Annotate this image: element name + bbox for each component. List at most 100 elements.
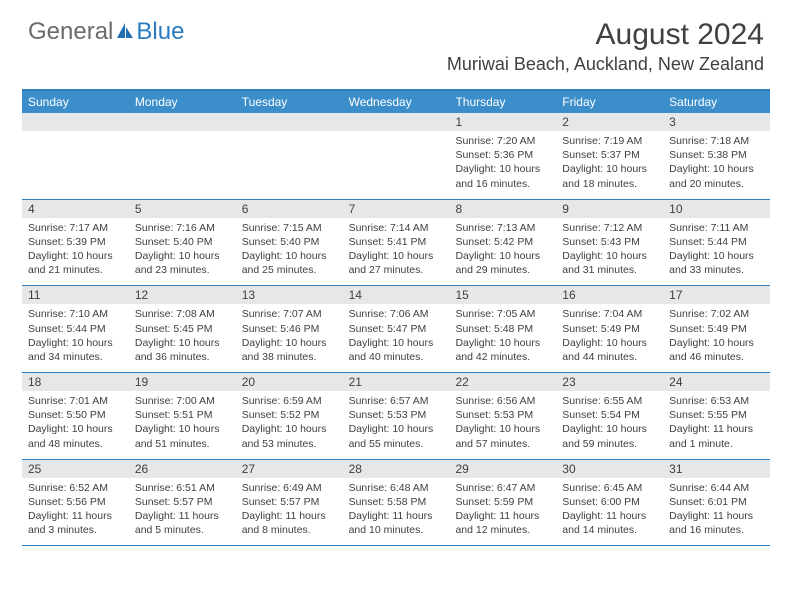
day-number: 26 — [129, 460, 236, 478]
day-details: Sunrise: 7:20 AMSunset: 5:36 PMDaylight:… — [449, 131, 556, 199]
day-number: 27 — [236, 460, 343, 478]
dow-cell: Thursday — [449, 91, 556, 113]
day-cell: 12Sunrise: 7:08 AMSunset: 5:45 PMDayligh… — [129, 286, 236, 372]
day-details: Sunrise: 6:44 AMSunset: 6:01 PMDaylight:… — [663, 478, 770, 546]
day-cell: 13Sunrise: 7:07 AMSunset: 5:46 PMDayligh… — [236, 286, 343, 372]
sunset: Sunset: 5:42 PM — [455, 235, 550, 249]
sunrise: Sunrise: 6:56 AM — [455, 394, 550, 408]
sunrise: Sunrise: 7:14 AM — [349, 221, 444, 235]
sunrise: Sunrise: 7:20 AM — [455, 134, 550, 148]
day-details: Sunrise: 6:55 AMSunset: 5:54 PMDaylight:… — [556, 391, 663, 459]
day-details: Sunrise: 7:16 AMSunset: 5:40 PMDaylight:… — [129, 218, 236, 286]
dow-cell: Saturday — [663, 91, 770, 113]
sunset: Sunset: 5:40 PM — [135, 235, 230, 249]
sunset: Sunset: 6:00 PM — [562, 495, 657, 509]
sunset: Sunset: 5:55 PM — [669, 408, 764, 422]
day-cell: 20Sunrise: 6:59 AMSunset: 5:52 PMDayligh… — [236, 373, 343, 459]
day-details: Sunrise: 7:00 AMSunset: 5:51 PMDaylight:… — [129, 391, 236, 459]
day-number: 23 — [556, 373, 663, 391]
day-cell: 26Sunrise: 6:51 AMSunset: 5:57 PMDayligh… — [129, 460, 236, 546]
day-number: 4 — [22, 200, 129, 218]
days-of-week-row: SundayMondayTuesdayWednesdayThursdayFrid… — [22, 91, 770, 113]
title-block: August 2024 Muriwai Beach, Auckland, New… — [447, 18, 764, 75]
logo-sail-icon — [115, 20, 135, 48]
day-cell: 29Sunrise: 6:47 AMSunset: 5:59 PMDayligh… — [449, 460, 556, 546]
sunrise: Sunrise: 6:52 AM — [28, 481, 123, 495]
daylight: Daylight: 11 hours and 10 minutes. — [349, 509, 444, 537]
week-row: 25Sunrise: 6:52 AMSunset: 5:56 PMDayligh… — [22, 460, 770, 547]
daylight: Daylight: 10 hours and 21 minutes. — [28, 249, 123, 277]
sunrise: Sunrise: 6:59 AM — [242, 394, 337, 408]
day-cell: 14Sunrise: 7:06 AMSunset: 5:47 PMDayligh… — [343, 286, 450, 372]
logo-blue: Blue — [136, 18, 184, 46]
day-cell: 8Sunrise: 7:13 AMSunset: 5:42 PMDaylight… — [449, 200, 556, 286]
daylight: Daylight: 10 hours and 51 minutes. — [135, 422, 230, 450]
day-number: 19 — [129, 373, 236, 391]
day-cell: 18Sunrise: 7:01 AMSunset: 5:50 PMDayligh… — [22, 373, 129, 459]
day-details: Sunrise: 7:17 AMSunset: 5:39 PMDaylight:… — [22, 218, 129, 286]
sunrise: Sunrise: 6:47 AM — [455, 481, 550, 495]
sunset: Sunset: 6:01 PM — [669, 495, 764, 509]
sunrise: Sunrise: 6:44 AM — [669, 481, 764, 495]
sunset: Sunset: 5:58 PM — [349, 495, 444, 509]
sunset: Sunset: 5:38 PM — [669, 148, 764, 162]
sunset: Sunset: 5:53 PM — [349, 408, 444, 422]
daylight: Daylight: 10 hours and 44 minutes. — [562, 336, 657, 364]
dow-cell: Tuesday — [236, 91, 343, 113]
sunset: Sunset: 5:43 PM — [562, 235, 657, 249]
day-number — [129, 113, 236, 131]
sunset: Sunset: 5:57 PM — [242, 495, 337, 509]
sunset: Sunset: 5:50 PM — [28, 408, 123, 422]
daylight: Daylight: 10 hours and 25 minutes. — [242, 249, 337, 277]
day-number: 30 — [556, 460, 663, 478]
day-number: 10 — [663, 200, 770, 218]
day-details: Sunrise: 7:15 AMSunset: 5:40 PMDaylight:… — [236, 218, 343, 286]
sunset: Sunset: 5:41 PM — [349, 235, 444, 249]
day-number: 21 — [343, 373, 450, 391]
day-cell: 7 Sunrise: 7:14 AMSunset: 5:41 PMDaylight… — [343, 200, 450, 286]
day-details: Sunrise: 7:08 AMSunset: 5:45 PMDaylight:… — [129, 304, 236, 372]
day-number: 20 — [236, 373, 343, 391]
day-number — [22, 113, 129, 131]
day-cell: 31Sunrise: 6:44 AMSunset: 6:01 PMDayligh… — [663, 460, 770, 546]
sunrise: Sunrise: 6:55 AM — [562, 394, 657, 408]
day-details: Sunrise: 6:56 AMSunset: 5:53 PMDaylight:… — [449, 391, 556, 459]
day-details — [129, 131, 236, 142]
day-details — [22, 131, 129, 142]
day-number: 7 — [343, 200, 450, 218]
day-cell — [236, 113, 343, 199]
day-details: Sunrise: 6:49 AMSunset: 5:57 PMDaylight:… — [236, 478, 343, 546]
daylight: Daylight: 10 hours and 48 minutes. — [28, 422, 123, 450]
sunrise: Sunrise: 7:04 AM — [562, 307, 657, 321]
day-cell: 19Sunrise: 7:00 AMSunset: 5:51 PMDayligh… — [129, 373, 236, 459]
daylight: Daylight: 10 hours and 46 minutes. — [669, 336, 764, 364]
week-row: 4Sunrise: 7:17 AMSunset: 5:39 PMDaylight… — [22, 200, 770, 287]
sunset: Sunset: 5:37 PM — [562, 148, 657, 162]
day-cell: 2Sunrise: 7:19 AMSunset: 5:37 PMDaylight… — [556, 113, 663, 199]
day-details: Sunrise: 6:48 AMSunset: 5:58 PMDaylight:… — [343, 478, 450, 546]
sunrise: Sunrise: 6:48 AM — [349, 481, 444, 495]
day-number: 14 — [343, 286, 450, 304]
sunrise: Sunrise: 7:05 AM — [455, 307, 550, 321]
day-details: Sunrise: 7:01 AMSunset: 5:50 PMDaylight:… — [22, 391, 129, 459]
sunrise: Sunrise: 7:18 AM — [669, 134, 764, 148]
sunrise: Sunrise: 7:02 AM — [669, 307, 764, 321]
day-number: 17 — [663, 286, 770, 304]
dow-cell: Sunday — [22, 91, 129, 113]
day-number: 22 — [449, 373, 556, 391]
sunset: Sunset: 5:36 PM — [455, 148, 550, 162]
week-row: 11Sunrise: 7:10 AMSunset: 5:44 PMDayligh… — [22, 286, 770, 373]
day-details: Sunrise: 6:45 AMSunset: 6:00 PMDaylight:… — [556, 478, 663, 546]
sunset: Sunset: 5:39 PM — [28, 235, 123, 249]
day-details — [236, 131, 343, 142]
daylight: Daylight: 10 hours and 27 minutes. — [349, 249, 444, 277]
sunset: Sunset: 5:45 PM — [135, 322, 230, 336]
sunset: Sunset: 5:40 PM — [242, 235, 337, 249]
day-details: Sunrise: 7:11 AMSunset: 5:44 PMDaylight:… — [663, 218, 770, 286]
day-cell: 4Sunrise: 7:17 AMSunset: 5:39 PMDaylight… — [22, 200, 129, 286]
sunrise: Sunrise: 7:12 AM — [562, 221, 657, 235]
sunrise: Sunrise: 7:07 AM — [242, 307, 337, 321]
daylight: Daylight: 10 hours and 23 minutes. — [135, 249, 230, 277]
day-number: 28 — [343, 460, 450, 478]
day-cell: 23Sunrise: 6:55 AMSunset: 5:54 PMDayligh… — [556, 373, 663, 459]
